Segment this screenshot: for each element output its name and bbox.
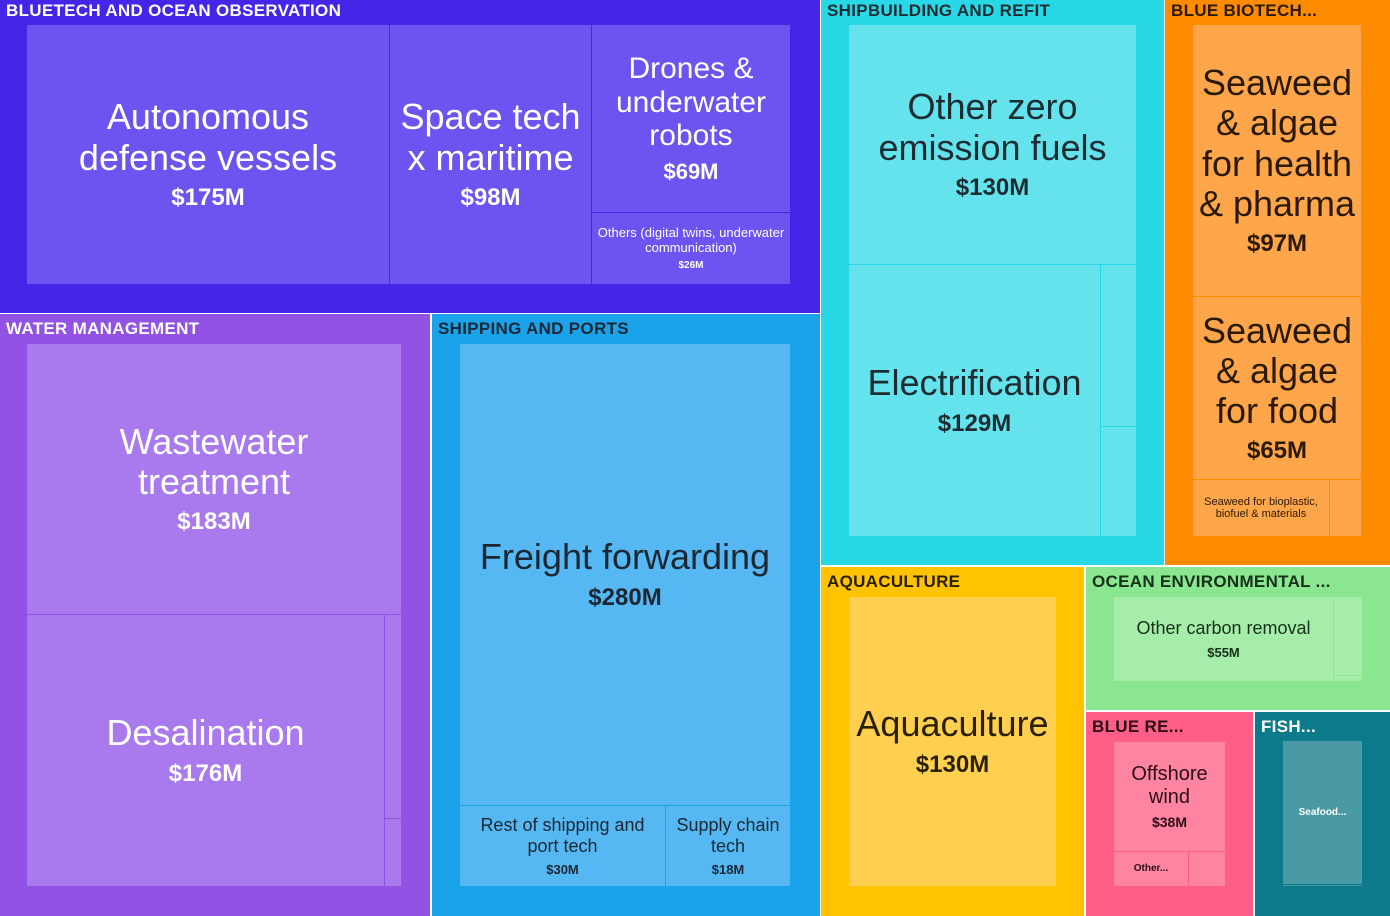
leaf-small-renewables[interactable]: [1189, 852, 1225, 886]
leaf-small-shipbuilding-2[interactable]: [1101, 427, 1136, 536]
leaf-small-ocean-env-2[interactable]: [1334, 676, 1362, 681]
leaf-label: Other zero emission fuels: [878, 86, 1107, 168]
leaf-value: $69M: [663, 158, 719, 184]
group-fishing[interactable]: FISH... Seafood...: [1255, 712, 1390, 916]
leaf-label: Others (digital twins, underwater commun…: [597, 225, 785, 255]
leaf-other-zero-emission-fuels[interactable]: Other zero emission fuels $130M: [849, 25, 1136, 264]
leaf-label: Drones & underwater robots: [615, 52, 767, 153]
leaf-electrification[interactable]: Electrification $129M: [849, 265, 1100, 536]
group-shipping-ports[interactable]: SHIPPING AND PORTS Freight forwarding $2…: [432, 314, 820, 916]
leaf-offshore-wind[interactable]: Offshore wind $38M: [1114, 742, 1225, 851]
leaf-label: Autonomous defense vessels: [78, 96, 338, 178]
leaf-aquaculture[interactable]: Aquaculture $130M: [849, 597, 1056, 886]
leaf-label: Seaweed & algae for food: [1201, 309, 1353, 432]
leaf-small-shipbuilding-1[interactable]: [1101, 265, 1136, 426]
group-blue-renewables[interactable]: BLUE RE... Offshore wind $38M Other...: [1086, 712, 1253, 916]
leaf-value: $280M: [588, 583, 662, 611]
leaf-value: $38M: [1151, 813, 1188, 830]
leaf-small-water-2[interactable]: [385, 819, 401, 886]
group-label-shipbuilding: SHIPBUILDING AND REFIT: [827, 1, 1051, 20]
leaf-supply-chain-tech[interactable]: Supply chain tech $18M: [666, 806, 790, 886]
leaf-other-carbon-removal[interactable]: Other carbon removal $55M: [1114, 597, 1333, 681]
leaf-label: Desalination: [106, 712, 305, 754]
leaf-freight-forwarding[interactable]: Freight forwarding $280M: [460, 344, 790, 805]
leaf-space-tech-maritime[interactable]: Space tech x maritime $98M: [390, 25, 591, 284]
leaf-label: Electrification: [867, 362, 1082, 404]
group-label-blue-renewables: BLUE RE...: [1092, 717, 1184, 736]
leaf-label: Rest of shipping and port tech: [480, 815, 645, 856]
group-water-management[interactable]: WATER MANAGEMENT Wastewater treatment $1…: [0, 314, 430, 916]
leaf-drones-underwater-robots[interactable]: Drones & underwater robots $69M: [592, 25, 790, 212]
leaf-value: $65M: [1246, 437, 1308, 465]
group-label-bluetech: BLUETECH AND OCEAN OBSERVATION: [6, 1, 342, 20]
group-label-blue-biotech: BLUE BIOTECH...: [1171, 1, 1318, 20]
leaf-rest-of-shipping[interactable]: Rest of shipping and port tech $30M: [460, 806, 665, 886]
group-bluetech[interactable]: BLUETECH AND OCEAN OBSERVATION Autonomou…: [0, 0, 820, 313]
group-label-shipping-ports: SHIPPING AND PORTS: [438, 319, 629, 338]
leaf-small-ocean-env-1[interactable]: [1334, 597, 1362, 675]
group-label-ocean-environmental: OCEAN ENVIRONMENTAL ...: [1092, 572, 1331, 591]
group-label-water-management: WATER MANAGEMENT: [6, 319, 200, 338]
leaf-desalination[interactable]: Desalination $176M: [27, 615, 384, 886]
leaf-renewables-other[interactable]: Other...: [1114, 852, 1188, 886]
leaf-value: $18M: [711, 861, 745, 877]
group-label-aquaculture: AQUACULTURE: [827, 572, 961, 591]
leaf-label: Aquaculture: [856, 703, 1049, 745]
leaf-value: $129M: [937, 409, 1012, 437]
leaf-wastewater-treatment[interactable]: Wastewater treatment $183M: [27, 344, 401, 614]
leaf-label: Seaweed & algae for health & pharma: [1198, 61, 1356, 224]
leaf-label: Other...: [1133, 863, 1169, 875]
leaf-seafood[interactable]: Seafood...: [1283, 741, 1362, 884]
leaf-label: Other carbon removal: [1136, 618, 1311, 639]
leaf-value: $176M: [168, 759, 243, 787]
leaf-label: Freight forwarding: [479, 536, 771, 578]
leaf-value: $55M: [1207, 644, 1240, 660]
leaf-value: $26M: [678, 259, 704, 271]
leaf-small-water-1[interactable]: [385, 615, 401, 818]
leaf-label: Offshore wind: [1131, 763, 1208, 808]
group-ocean-environmental[interactable]: OCEAN ENVIRONMENTAL ... Other carbon rem…: [1086, 567, 1390, 710]
leaf-label: Space tech x maritime: [400, 96, 581, 178]
leaf-value: $175M: [171, 183, 245, 211]
leaf-others-digital-twins[interactable]: Others (digital twins, underwater commun…: [592, 213, 790, 284]
leaf-seaweed-bioplastic[interactable]: Seaweed for bioplastic, biofuel & materi…: [1193, 480, 1329, 536]
leaf-value: $183M: [177, 508, 251, 536]
leaf-label: Seaweed for bioplastic, biofuel & materi…: [1204, 495, 1318, 520]
leaf-label: Seafood...: [1298, 806, 1347, 818]
leaf-seaweed-food[interactable]: Seaweed & algae for food $65M: [1193, 297, 1361, 479]
leaf-autonomous-defense-vessels[interactable]: Autonomous defense vessels $175M: [27, 25, 389, 284]
group-shipbuilding[interactable]: SHIPBUILDING AND REFIT Other zero emissi…: [821, 0, 1164, 565]
leaf-label: Wastewater treatment: [119, 420, 309, 502]
leaf-label: Supply chain tech: [676, 815, 780, 856]
leaf-small-biotech[interactable]: [1330, 480, 1361, 536]
leaf-value: $97M: [1246, 230, 1308, 258]
group-blue-biotech[interactable]: BLUE BIOTECH... Seaweed & algae for heal…: [1165, 0, 1390, 565]
leaf-value: $130M: [955, 173, 1030, 201]
leaf-small-fishing[interactable]: [1283, 885, 1362, 886]
group-aquaculture[interactable]: AQUACULTURE Aquaculture $130M: [821, 567, 1084, 916]
leaf-value: $98M: [460, 183, 521, 211]
group-label-fishing: FISH...: [1261, 717, 1316, 736]
leaf-value: $130M: [915, 750, 990, 778]
leaf-seaweed-health-pharma[interactable]: Seaweed & algae for health & pharma $97M: [1193, 25, 1361, 296]
leaf-value: $30M: [546, 861, 579, 877]
